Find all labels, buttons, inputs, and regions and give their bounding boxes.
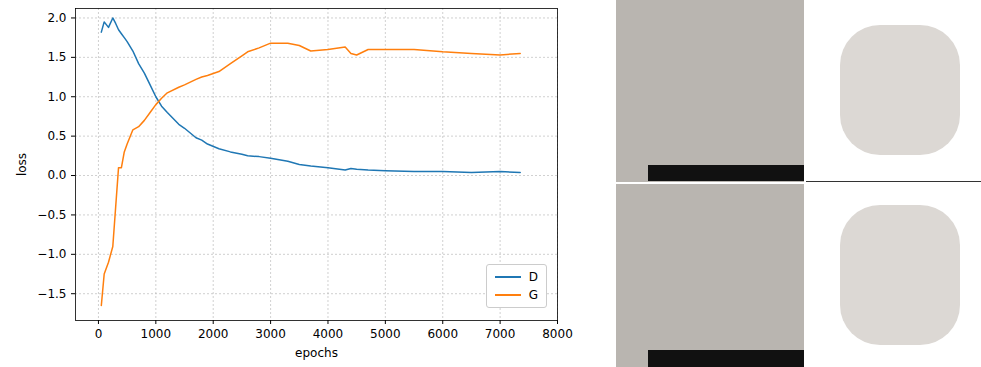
svg-text:0.5: 0.5: [47, 129, 66, 143]
svg-text:8000: 8000: [542, 327, 573, 341]
svg-text:loss: loss: [15, 153, 29, 176]
svg-text:7000: 7000: [485, 327, 516, 341]
svg-text:0.0: 0.0: [47, 168, 66, 182]
svg-text:0: 0: [95, 327, 103, 341]
html-text:D: D: [528, 270, 538, 284]
svg-text:1000: 1000: [141, 327, 172, 341]
svg-text:6000: 6000: [427, 327, 458, 341]
svg-text:1.5: 1.5: [47, 50, 66, 64]
svg-text:3000: 3000: [255, 327, 286, 341]
html-text:G: G: [528, 288, 538, 302]
svg-text:−0.5: −0.5: [37, 208, 66, 222]
svg-text:epochs: epochs: [295, 346, 338, 360]
svg-text:2.0: 2.0: [47, 11, 66, 25]
svg-text:2000: 2000: [198, 327, 229, 341]
svg-text:5000: 5000: [370, 327, 401, 341]
svg-text:−1.5: −1.5: [37, 287, 66, 301]
svg-text:4000: 4000: [313, 327, 344, 341]
svg-text:−1.0: −1.0: [37, 247, 66, 261]
svg-text:1.0: 1.0: [47, 90, 66, 104]
